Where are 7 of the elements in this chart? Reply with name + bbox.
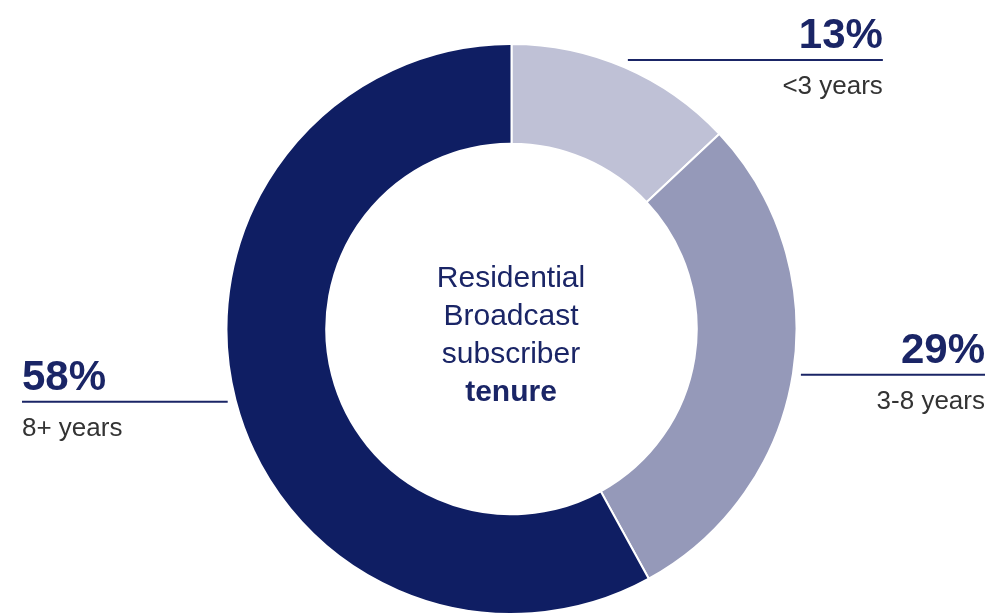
data-label: 58% (22, 351, 107, 399)
text: tenure (464, 373, 558, 409)
slice-label: 3-8 years (876, 385, 985, 416)
slice-label: <3 years (782, 70, 883, 101)
data-label: 29% (900, 324, 985, 372)
slice-label: 8+ years (22, 412, 123, 443)
data-label: 13% (798, 10, 883, 58)
